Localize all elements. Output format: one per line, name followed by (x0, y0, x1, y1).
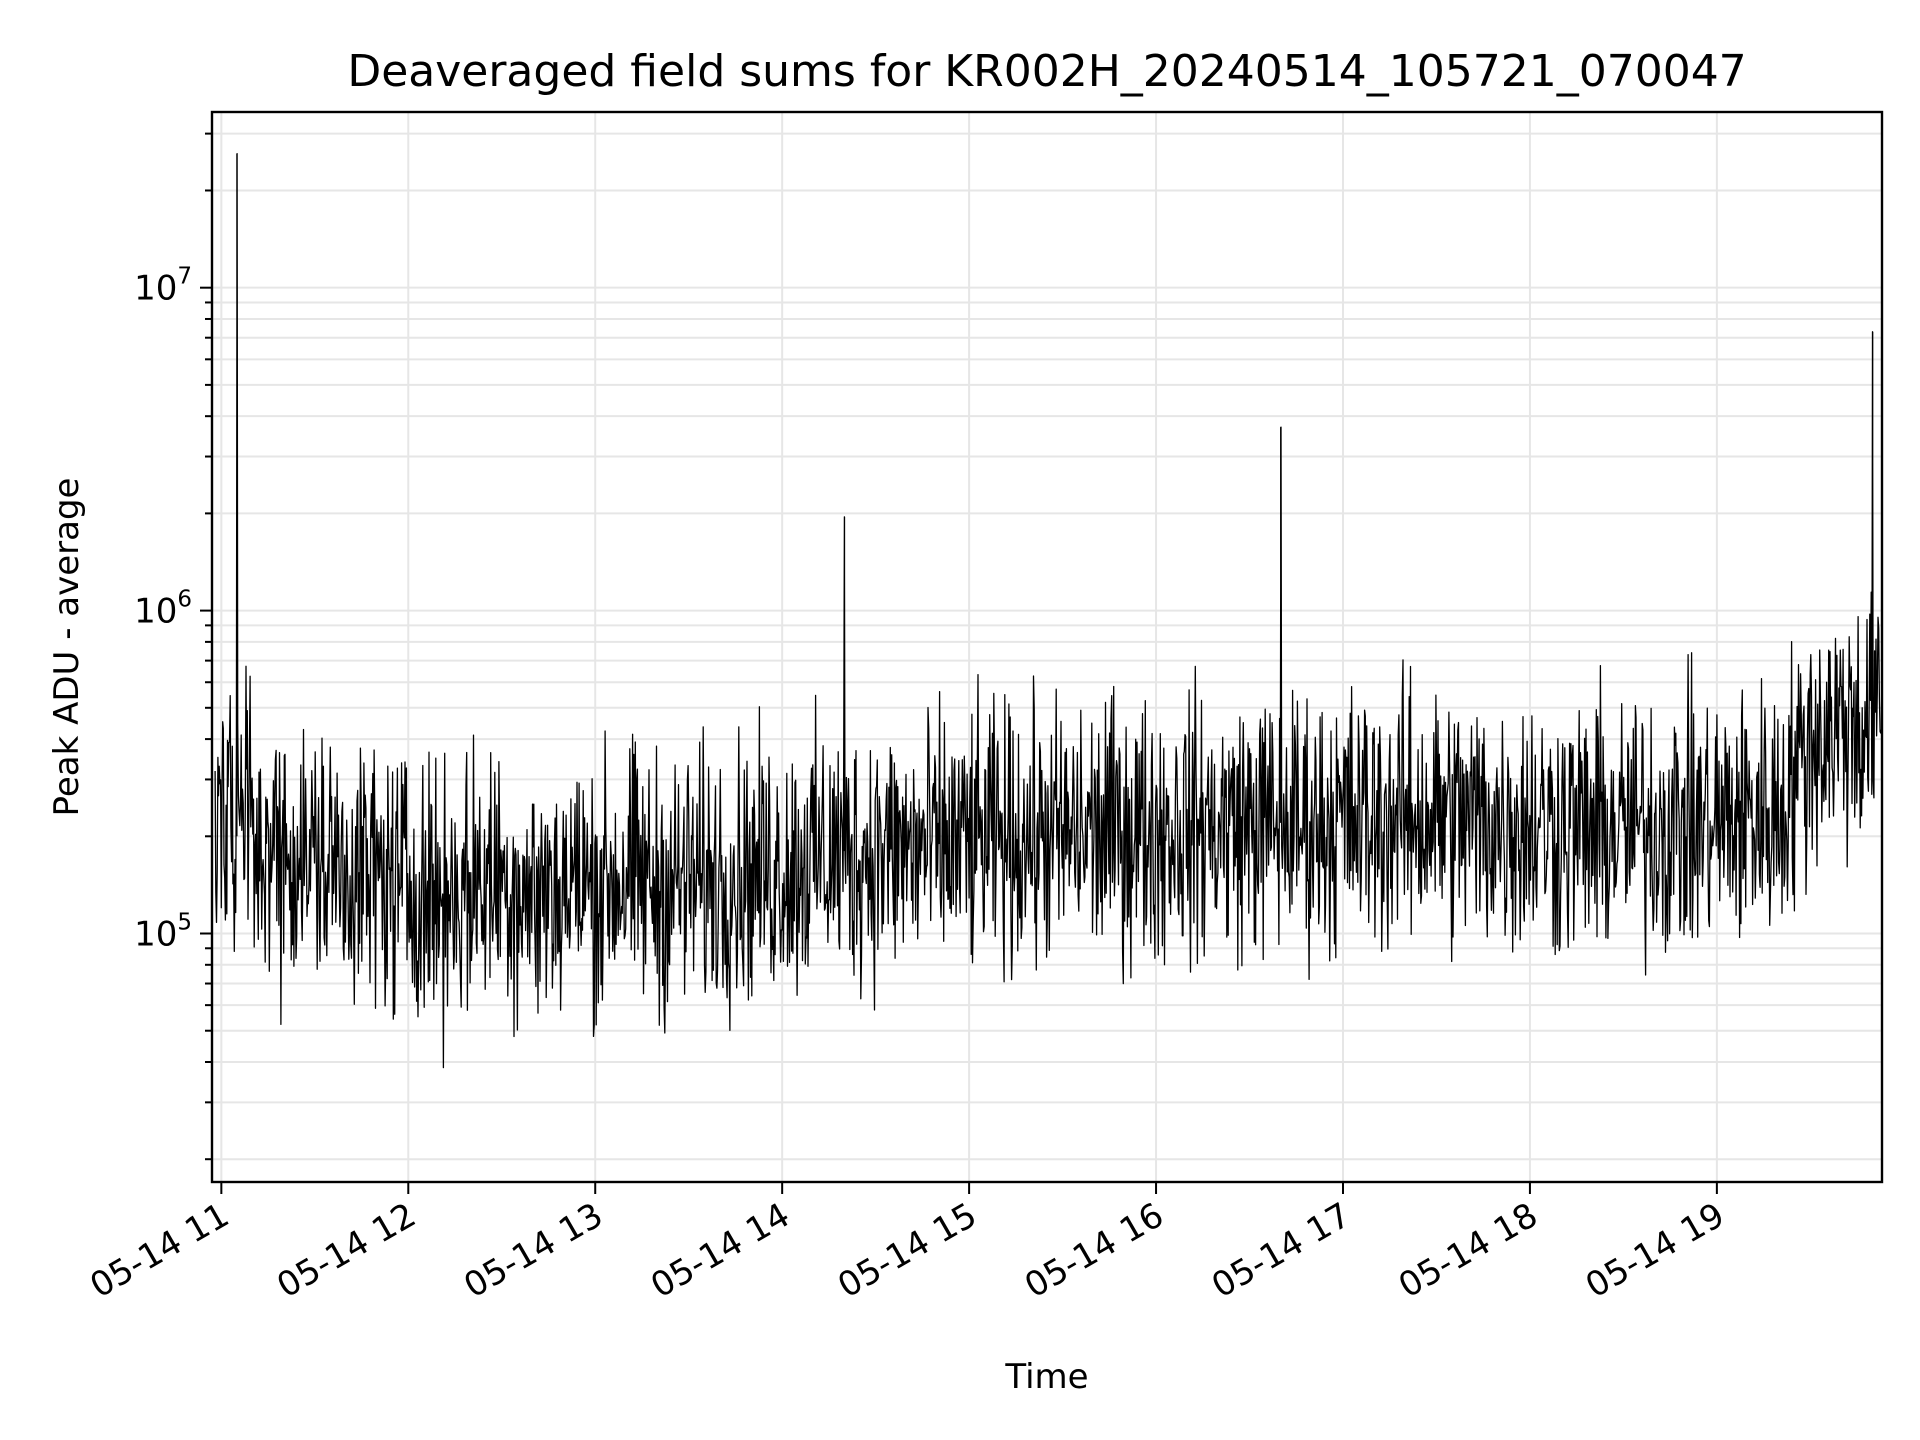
series-line (214, 153, 1883, 1069)
plot-frame (210, 110, 1884, 1184)
y-axis-label: Peak ADU - average (47, 478, 87, 817)
y-tick-label: 106 (134, 587, 192, 632)
y-tick-base: 10 (134, 269, 177, 309)
y-tick-exponent: 7 (177, 264, 192, 290)
y-tick-exponent: 6 (177, 587, 192, 613)
y-tick-base: 10 (134, 592, 177, 632)
y-tick-base: 10 (134, 915, 177, 955)
series-layer (214, 153, 1883, 1069)
y-tick-label: 105 (134, 910, 192, 955)
x-axis-label: Time (1004, 1357, 1088, 1397)
y-tick-exponent: 5 (177, 910, 192, 936)
chart-title: Deaveraged field sums for KR002H_2024051… (347, 46, 1746, 97)
y-tick-label: 107 (134, 264, 192, 309)
